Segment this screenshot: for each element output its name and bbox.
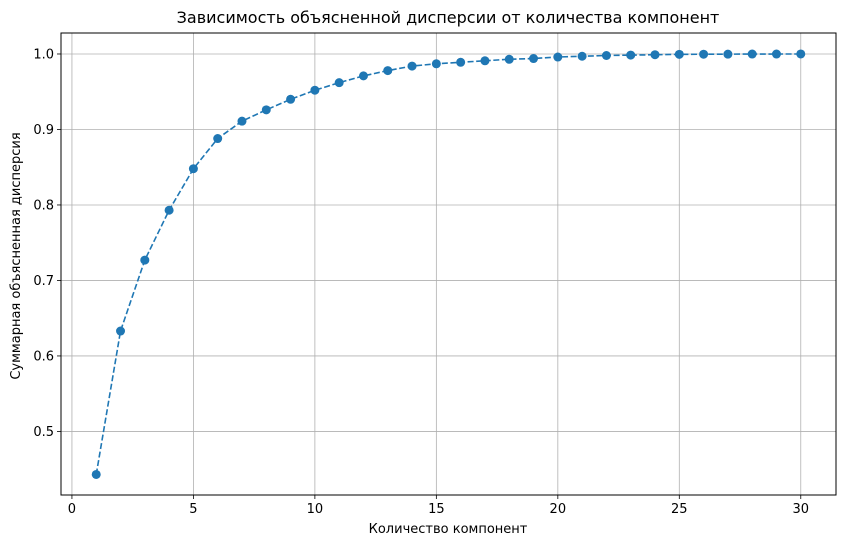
data-point [529, 54, 539, 64]
data-point [553, 52, 563, 62]
x-tick-label: 15 [428, 502, 445, 517]
data-point [383, 66, 393, 76]
data-point [431, 59, 441, 69]
data-point [91, 469, 101, 479]
y-axis-ticks: 0.5 0.6 0.7 0.8 0.9 1.0 [33, 47, 61, 440]
grid-lines [61, 33, 836, 495]
data-point [286, 94, 296, 104]
plot-area-frame [60, 32, 837, 496]
y-tick-label: 1.0 [33, 47, 54, 62]
data-point [407, 61, 417, 71]
y-tick-label: 0.8 [33, 198, 54, 213]
data-point [140, 255, 150, 265]
data-point [261, 105, 271, 115]
data-point [504, 54, 514, 64]
x-tick-label: 10 [307, 502, 324, 517]
data-point [480, 56, 490, 66]
data-point [188, 164, 198, 174]
data-point [650, 50, 660, 60]
data-point [771, 49, 781, 59]
data-point [237, 116, 247, 126]
data-point [358, 71, 368, 81]
y-tick-label: 0.7 [33, 274, 54, 289]
y-tick-label: 0.5 [33, 425, 54, 440]
data-point [626, 50, 636, 60]
data-point [796, 49, 806, 59]
data-point [674, 49, 684, 59]
data-point [699, 49, 709, 59]
data-point [747, 49, 757, 59]
data-point [164, 205, 174, 215]
series-line [95, 53, 801, 475]
data-point [213, 134, 223, 144]
y-axis-label: Суммарная объясненная дисперсия [9, 132, 24, 379]
x-axis-label: Количество компонент [369, 522, 528, 537]
data-point [334, 78, 344, 88]
x-axis-ticks: 0 5 10 15 20 25 30 [68, 495, 809, 517]
x-tick-label: 25 [671, 502, 688, 517]
x-tick-label: 5 [189, 502, 197, 517]
x-tick-label: 20 [550, 502, 567, 517]
data-point [456, 57, 466, 67]
data-point [310, 85, 320, 95]
data-point [723, 49, 733, 59]
x-tick-label: 30 [792, 502, 809, 517]
data-point [601, 50, 611, 60]
y-tick-label: 0.6 [33, 349, 54, 364]
y-tick-label: 0.9 [33, 123, 54, 138]
data-point [577, 51, 587, 61]
data-series [91, 49, 806, 479]
chart-title: Зависимость объясненной дисперсии от кол… [177, 8, 720, 27]
x-tick-label: 0 [68, 502, 76, 517]
data-point [116, 326, 126, 336]
